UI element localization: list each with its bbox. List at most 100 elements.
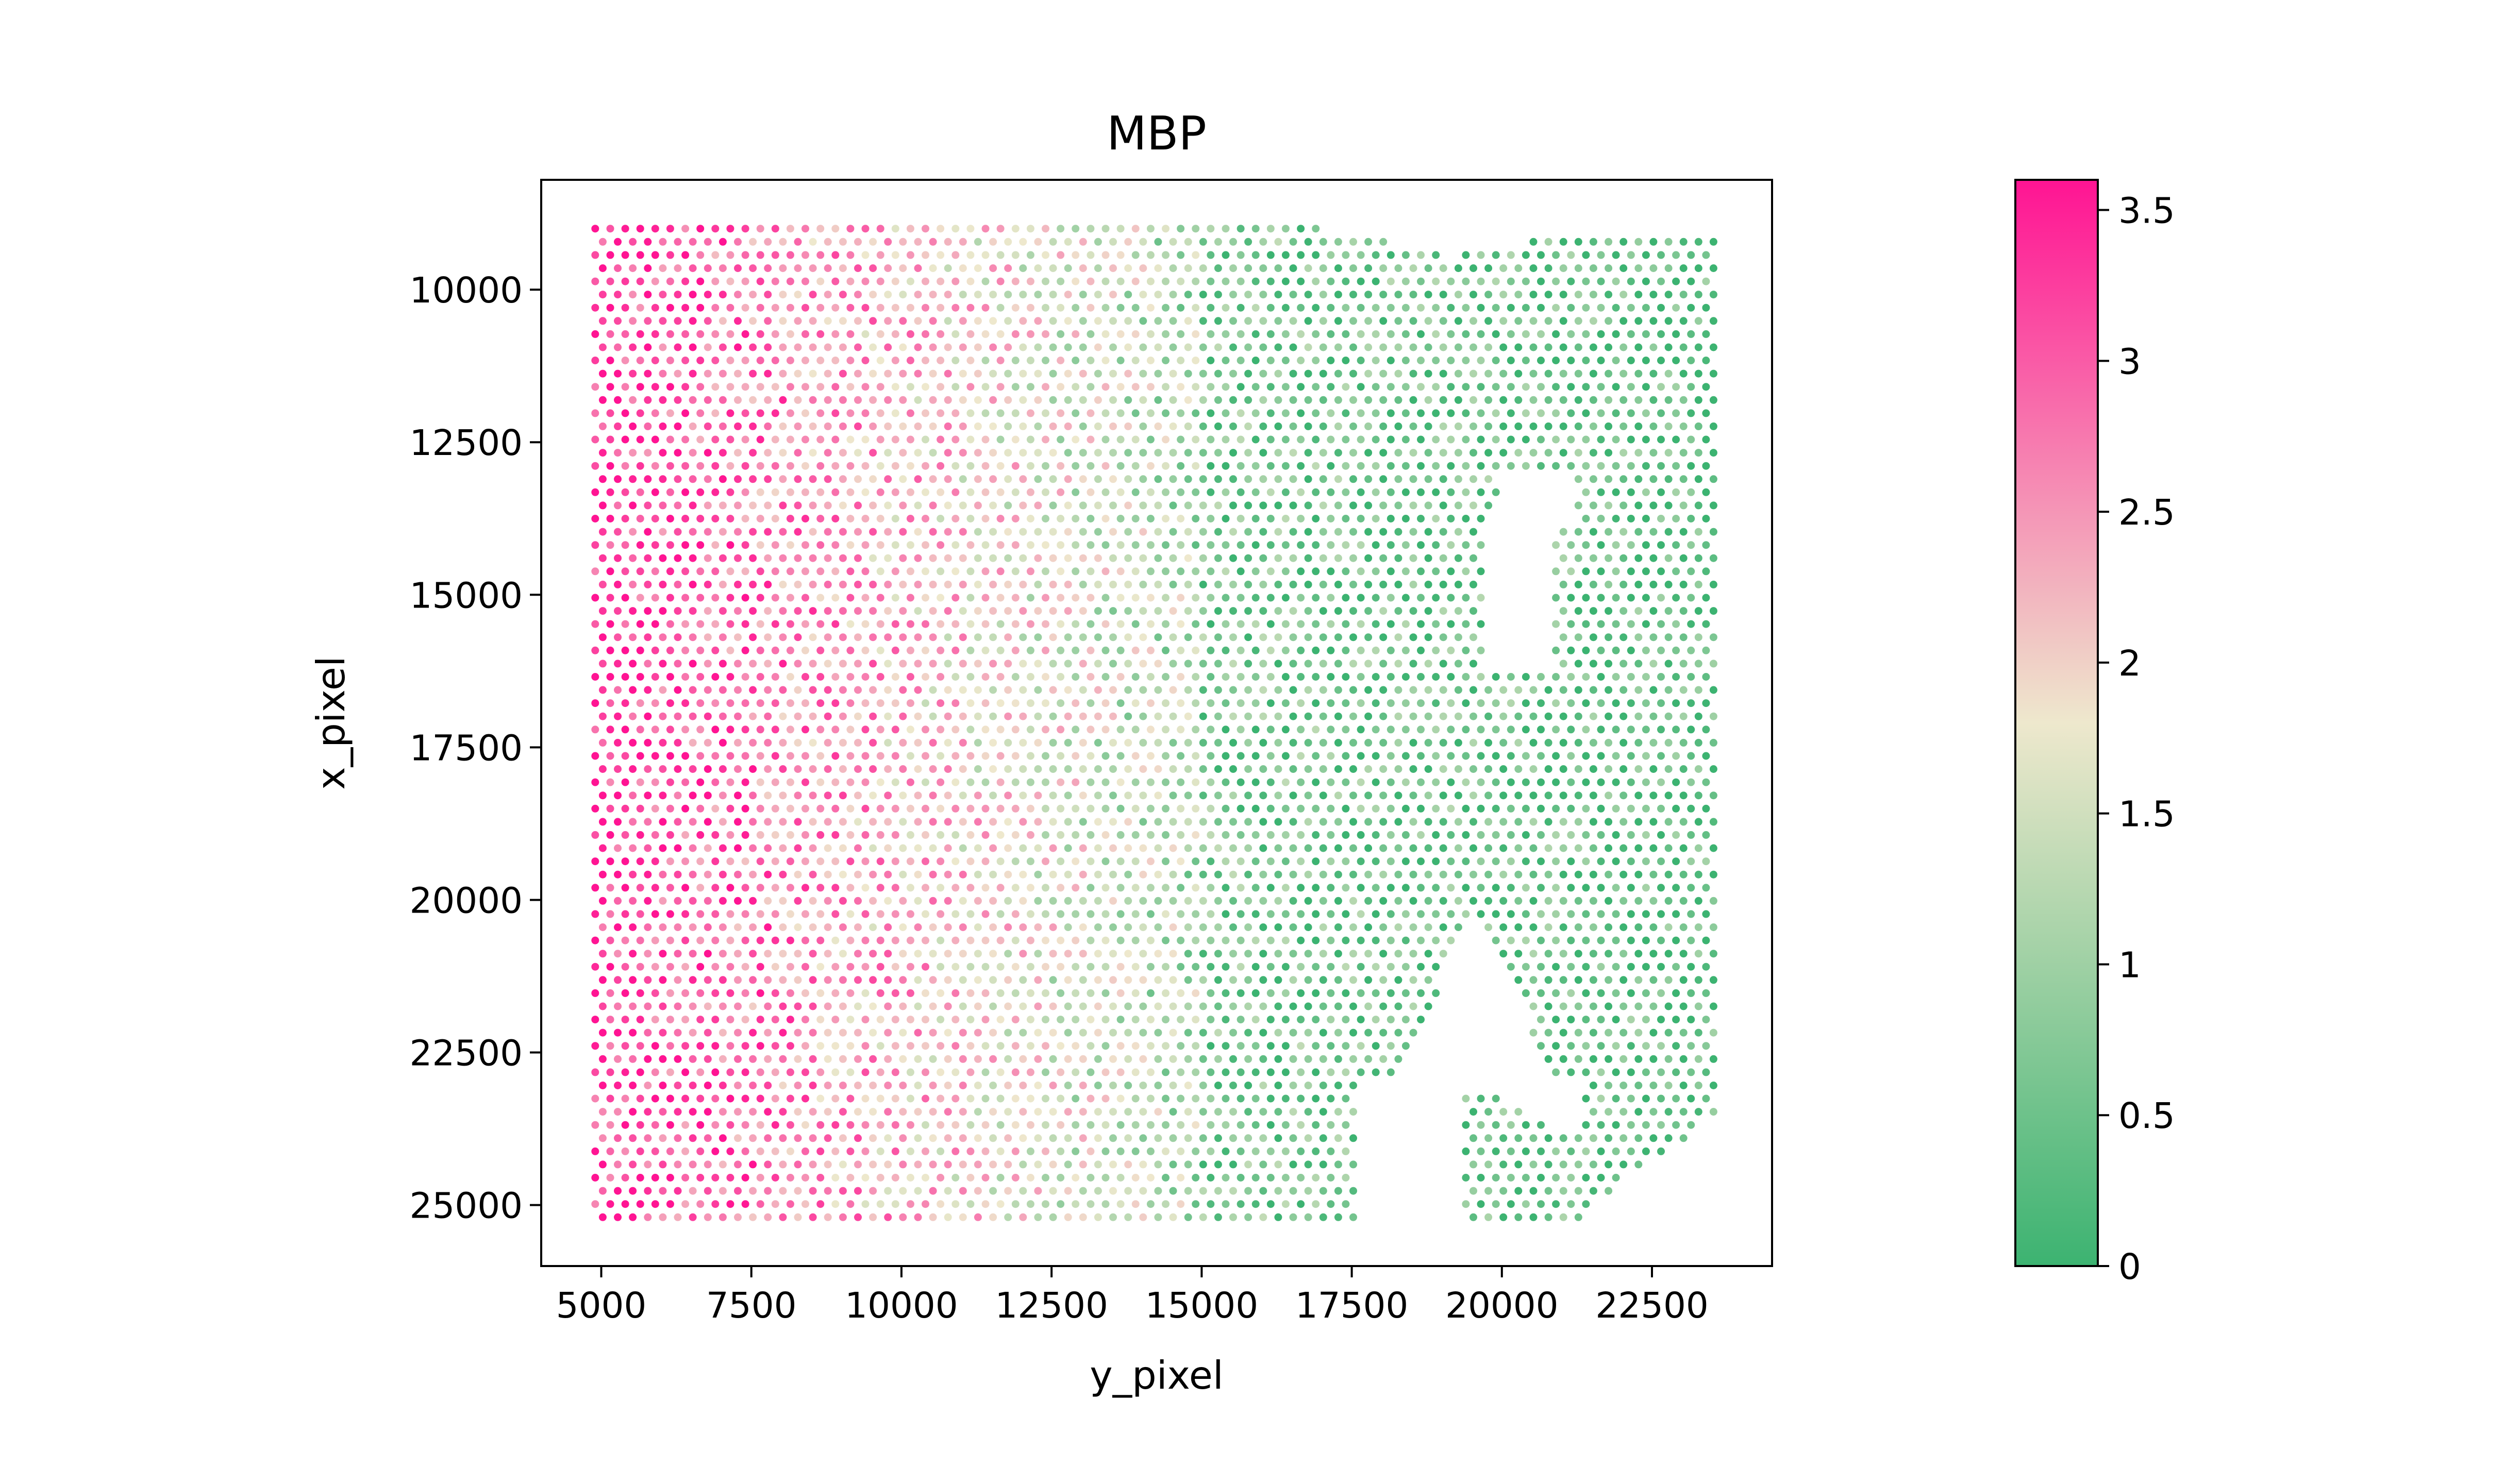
scatter-point xyxy=(1042,303,1049,312)
scatter-point xyxy=(1057,515,1065,522)
scatter-point xyxy=(1289,765,1297,773)
scatter-point xyxy=(959,396,967,404)
scatter-point xyxy=(1357,646,1365,654)
scatter-point xyxy=(1634,686,1643,694)
scatter-point xyxy=(1477,462,1485,470)
scatter-point xyxy=(1026,251,1034,259)
scatter-point xyxy=(861,699,870,707)
scatter-point xyxy=(1634,791,1643,800)
scatter-point xyxy=(794,950,802,958)
scatter-point xyxy=(854,791,862,800)
scatter-point xyxy=(1146,488,1155,496)
scatter-point xyxy=(876,989,884,997)
scatter-point xyxy=(966,515,975,522)
scatter-point xyxy=(1124,1108,1132,1116)
scatter-point xyxy=(959,950,967,958)
scatter-point xyxy=(1357,699,1365,707)
scatter-point xyxy=(1537,831,1545,839)
scatter-point xyxy=(734,422,742,430)
scatter-point xyxy=(1657,1094,1665,1103)
scatter-point xyxy=(1019,449,1027,457)
scatter-point xyxy=(1709,264,1717,272)
scatter-point xyxy=(1334,580,1342,588)
scatter-point xyxy=(1627,1068,1635,1076)
scatter-point xyxy=(1214,422,1222,430)
scatter-point xyxy=(1042,857,1049,866)
scatter-point xyxy=(1281,515,1290,522)
scatter-point xyxy=(1057,936,1065,945)
scatter-point xyxy=(1694,1002,1702,1010)
scatter-point xyxy=(591,409,599,417)
scatter-point xyxy=(1342,330,1350,338)
scatter-point xyxy=(1619,738,1628,747)
scatter-point xyxy=(1589,1002,1597,1010)
scatter-point xyxy=(1049,1002,1057,1010)
scatter-point xyxy=(621,1068,629,1076)
scatter-point xyxy=(704,528,712,536)
scatter-point xyxy=(1447,910,1455,918)
scatter-point xyxy=(1131,778,1140,786)
scatter-point xyxy=(779,738,787,747)
scatter-point xyxy=(1619,633,1628,642)
scatter-point xyxy=(1679,844,1688,852)
scatter-point xyxy=(598,923,607,931)
scatter-point xyxy=(1004,923,1012,931)
scatter-point xyxy=(899,580,907,588)
scatter-point xyxy=(1011,594,1020,602)
scatter-point xyxy=(606,620,614,628)
scatter-point xyxy=(1387,251,1395,259)
scatter-point xyxy=(1101,857,1110,866)
scatter-point xyxy=(1612,357,1620,364)
scatter-point xyxy=(824,607,832,615)
scatter-point xyxy=(1162,251,1170,259)
scatter-point xyxy=(1364,660,1373,668)
scatter-point xyxy=(981,541,990,549)
scatter-point xyxy=(1229,238,1237,246)
scatter-point xyxy=(614,475,622,483)
scatter-point xyxy=(1664,317,1673,325)
scatter-point xyxy=(1297,1121,1305,1129)
scatter-point xyxy=(1649,1002,1658,1010)
scatter-point xyxy=(794,369,802,378)
scatter-point xyxy=(1687,567,1695,576)
scatter-point xyxy=(891,357,899,364)
scatter-point xyxy=(786,1094,794,1103)
scatter-point xyxy=(779,501,787,510)
scatter-point xyxy=(614,976,622,984)
scatter-point xyxy=(1169,580,1177,588)
scatter-point xyxy=(1146,277,1155,285)
scatter-point xyxy=(1349,501,1357,510)
scatter-point xyxy=(1394,1055,1402,1063)
scatter-point xyxy=(1072,277,1080,285)
scatter-point xyxy=(1274,1108,1282,1116)
scatter-point xyxy=(1582,1042,1590,1050)
scatter-point xyxy=(854,660,862,668)
scatter-point xyxy=(621,1016,629,1024)
scatter-point xyxy=(1364,1028,1373,1037)
scatter-point xyxy=(891,1094,899,1103)
scatter-point xyxy=(1101,936,1110,945)
scatter-point xyxy=(1342,383,1350,391)
scatter-point xyxy=(1417,910,1425,918)
scatter-point xyxy=(816,910,825,918)
scatter-point xyxy=(1222,1121,1230,1129)
scatter-point xyxy=(629,238,637,246)
scatter-point xyxy=(779,1055,787,1063)
scatter-point xyxy=(801,1094,809,1103)
scatter-point xyxy=(1101,778,1110,786)
scatter-point xyxy=(1417,936,1425,945)
scatter-point xyxy=(1072,910,1080,918)
scatter-point xyxy=(591,857,599,866)
scatter-point xyxy=(1649,897,1658,905)
scatter-point xyxy=(1417,989,1425,997)
scatter-point xyxy=(786,1068,794,1076)
scatter-point xyxy=(1364,950,1373,958)
scatter-point xyxy=(1364,791,1373,800)
scatter-point xyxy=(741,1042,749,1050)
scatter-point xyxy=(937,804,945,813)
scatter-point xyxy=(689,818,697,826)
scatter-point xyxy=(1049,554,1057,562)
scatter-point xyxy=(1454,317,1462,325)
scatter-point xyxy=(951,646,960,654)
scatter-point xyxy=(786,804,794,813)
